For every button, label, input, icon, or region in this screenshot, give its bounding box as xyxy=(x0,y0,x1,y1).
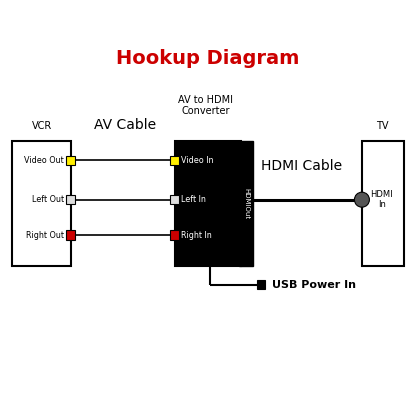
Text: Left In: Left In xyxy=(181,195,206,204)
Bar xyxy=(257,280,265,289)
Text: Right Out: Right Out xyxy=(26,230,64,240)
Bar xyxy=(170,156,179,165)
Text: Video In: Video In xyxy=(181,156,214,165)
Text: USB Power In: USB Power In xyxy=(272,280,357,290)
Text: HDMIOut: HDMIOut xyxy=(243,188,249,219)
Text: AV to HDMI
Converter: AV to HDMI Converter xyxy=(178,95,233,116)
Text: HDMI
In: HDMI In xyxy=(371,190,393,209)
Bar xyxy=(362,141,404,266)
Bar xyxy=(170,230,179,240)
Text: Right In: Right In xyxy=(181,230,212,240)
Bar xyxy=(66,156,75,165)
Bar xyxy=(66,230,75,240)
Bar xyxy=(66,195,75,204)
Text: Hookup Diagram: Hookup Diagram xyxy=(116,49,300,68)
Circle shape xyxy=(354,192,369,207)
Text: Left Out: Left Out xyxy=(32,195,64,204)
Bar xyxy=(239,141,253,266)
Bar xyxy=(12,141,71,266)
Bar xyxy=(175,141,241,266)
Text: TV: TV xyxy=(376,121,389,131)
Text: AV Cable: AV Cable xyxy=(94,118,156,132)
Text: HDMI Cable: HDMI Cable xyxy=(261,159,342,173)
Bar xyxy=(170,195,179,204)
Text: Video Out: Video Out xyxy=(24,156,64,165)
Text: VCR: VCR xyxy=(32,121,52,131)
